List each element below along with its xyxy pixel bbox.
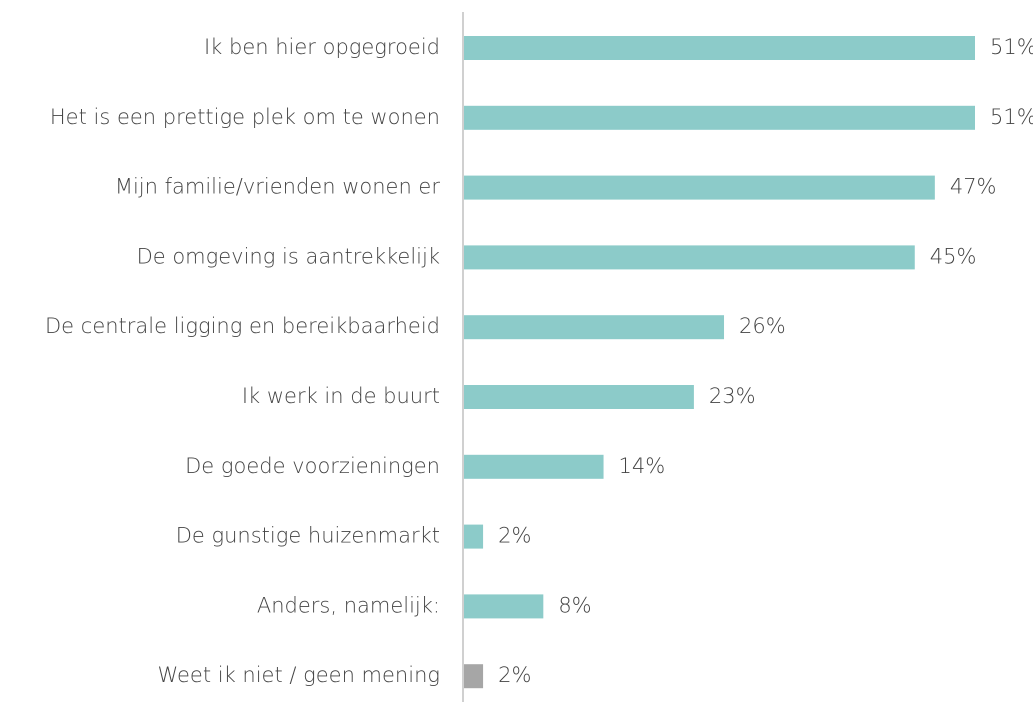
category-label: De centrale ligging en bereikbaarheid <box>45 314 440 338</box>
bar <box>464 245 915 270</box>
value-label: 8% <box>558 593 591 617</box>
category-label: Anders, namelijk: <box>257 593 440 617</box>
bar <box>464 524 484 549</box>
bar <box>464 36 975 60</box>
bar <box>464 175 935 200</box>
bar <box>464 105 975 130</box>
value-label: 45% <box>930 244 977 268</box>
bar <box>464 315 725 340</box>
bar <box>464 454 604 479</box>
category-label: De gunstige huizenmarkt <box>176 524 440 548</box>
bar <box>464 664 484 689</box>
bar <box>464 594 544 619</box>
bar <box>464 385 694 409</box>
category-label: Het is een prettige plek om te wonen <box>50 105 440 129</box>
category-label: Weet ik niet / geen mening <box>157 663 440 687</box>
value-label: 14% <box>619 454 666 478</box>
category-label: De goede voorzieningen <box>185 454 440 478</box>
value-label: 23% <box>709 384 756 408</box>
value-label: 51% <box>990 105 1033 129</box>
value-label: 2% <box>498 524 531 548</box>
value-label: 26% <box>739 314 786 338</box>
value-label: 51% <box>990 35 1033 59</box>
category-label: Ik werk in de buurt <box>242 384 440 408</box>
value-label: 2% <box>498 663 531 687</box>
category-label: Ik ben hier opgegroeid <box>204 35 440 59</box>
category-label: Mijn familie/vrienden wonen er <box>115 175 441 199</box>
category-label: De omgeving is aantrekkelijk <box>137 244 440 268</box>
value-label: 47% <box>950 175 997 199</box>
